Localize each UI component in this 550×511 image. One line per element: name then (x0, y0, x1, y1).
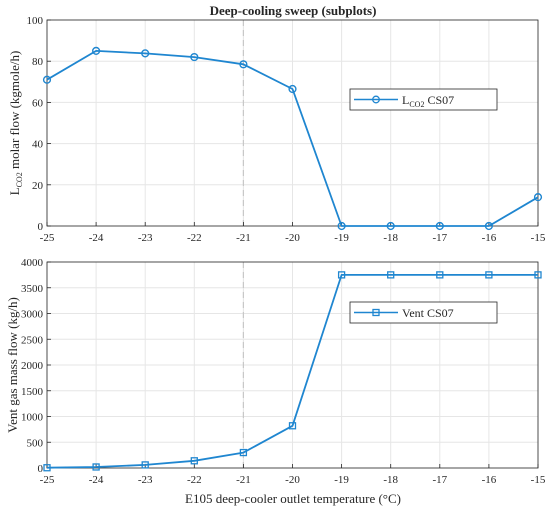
series-markers-lco2 (42, 46, 543, 231)
x-tick-label: -17 (432, 474, 447, 486)
data-point-lco2 (386, 221, 395, 231)
data-point-vent (141, 461, 149, 469)
data-point-vent (534, 271, 542, 279)
legend-bottom: Vent CS07 (349, 301, 498, 324)
y-tick-label: 1500 (21, 386, 44, 398)
x-tick-label: -25 (40, 474, 55, 486)
x-tick-label: -18 (383, 232, 398, 244)
x-tick-label: -16 (482, 232, 497, 244)
data-point-lco2 (288, 84, 297, 94)
x-tick-label: -22 (187, 232, 202, 244)
y-tick-label: 0 (38, 463, 44, 475)
x-tick-label: -24 (89, 232, 104, 244)
x-tick-label: -24 (89, 474, 104, 486)
x-tick-label: -19 (334, 232, 349, 244)
x-tick-label: -15 (531, 232, 546, 244)
x-tick-label: -22 (187, 474, 202, 486)
y-axis-label-top: LCO2 molar flow (kgmole/h) (7, 51, 24, 196)
legend-box-bottom (349, 301, 498, 324)
data-point-lco2 (42, 75, 52, 84)
grid-bottom (46, 261, 539, 469)
x-tick-label: -19 (334, 474, 349, 486)
y-tick-label: 3000 (21, 309, 44, 321)
data-point-lco2 (533, 193, 543, 202)
x-tick-label: -25 (40, 232, 55, 244)
y-tick-label: 4000 (21, 257, 44, 269)
y-axis-label-bottom: Vent gas mass flow (kg/h) (5, 297, 20, 433)
y-tick-label: 20 (32, 180, 44, 192)
series-line-vent (46, 274, 538, 469)
data-point-lco2 (337, 221, 346, 231)
x-tick-label: -21 (236, 474, 251, 486)
y-tick-label: 1000 (21, 412, 44, 424)
y-tick-label: 0 (38, 221, 44, 233)
data-point-vent (288, 422, 297, 430)
x-tick-label: -18 (383, 474, 398, 486)
data-point-vent (239, 448, 248, 457)
data-point-lco2 (435, 221, 444, 231)
data-point-lco2 (91, 46, 101, 56)
x-tick-label: -20 (285, 474, 300, 486)
y-tick-label: 60 (32, 97, 44, 109)
x-ticks-bottom: -25 -24 -23 -22 -21 -20 -19 -18 -17 -16 -15 (40, 464, 546, 486)
legend-marker-lco2 (372, 95, 380, 104)
data-point-lco2 (141, 49, 150, 58)
data-point-vent (485, 271, 493, 279)
x-ticks-top: -25 -24 -23 -22 -21 -20 -19 -18 -17 -16 -15 (40, 222, 546, 244)
data-point-lco2 (190, 52, 199, 62)
data-point-lco2 (484, 221, 494, 231)
y-tick-label: 500 (27, 437, 44, 449)
data-point-vent (43, 464, 51, 472)
data-point-vent (436, 271, 444, 279)
x-tick-label: -17 (432, 232, 447, 244)
data-point-vent (387, 271, 395, 279)
x-tick-label: -21 (236, 232, 251, 244)
series-line-lco2 (46, 50, 539, 227)
y-ticks-top: 0 20 40 60 80 100 (27, 15, 51, 233)
subplot-top: 0 20 40 60 80 100 -25 -24 -23 -22 -21 -20 -19 -18 -17… (7, 15, 546, 244)
y-tick-label: 80 (32, 56, 44, 68)
y-tick-label: 2000 (21, 360, 44, 372)
x-tick-label: -20 (285, 232, 300, 244)
legend-label-vent: Vent CS07 (402, 306, 454, 320)
data-point-vent (92, 463, 100, 471)
data-point-vent (337, 271, 346, 279)
legend-top: LCO2 CS07 (349, 88, 498, 111)
legend-marker-vent (372, 308, 380, 317)
x-tick-label: -15 (531, 474, 546, 486)
legend-box-top (349, 88, 498, 111)
grid-top (46, 19, 539, 227)
x-tick-label: -16 (482, 474, 497, 486)
x-tick-label: -23 (138, 232, 153, 244)
x-axis-label: E105 deep-cooler outlet temperature (°C) (185, 491, 401, 506)
y-tick-label: 40 (32, 139, 44, 151)
data-point-vent (190, 457, 198, 465)
data-point-lco2 (239, 60, 248, 69)
chart-title: Deep-cooling sweep (subplots) (210, 3, 377, 18)
y-tick-label: 100 (27, 15, 44, 27)
series-markers-vent (43, 271, 542, 472)
x-tick-label: -23 (138, 474, 153, 486)
legend-label-lco2: LCO2 CS07 (402, 93, 454, 109)
y-tick-label: 2500 (21, 334, 44, 346)
y-tick-label: 3500 (21, 283, 44, 295)
y-ticks-bottom: 0 500 1000 1500 2000 2500 3000 3500 4000 (21, 257, 51, 475)
